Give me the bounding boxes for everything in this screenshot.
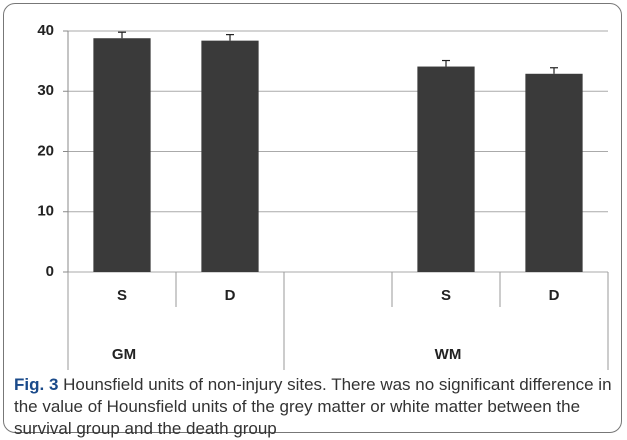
caption-label: Fig. 3: [14, 375, 59, 394]
y-tick-label: 0: [46, 263, 54, 280]
x-tick-label: S: [117, 287, 127, 304]
bar: [93, 38, 151, 273]
y-tick-label: 30: [37, 82, 54, 99]
y-tick-label: 20: [37, 142, 54, 159]
bar: [525, 73, 583, 272]
caption-text: Hounsfield units of non-injury sites. Th…: [14, 375, 612, 438]
x-tick-label: D: [225, 287, 236, 304]
y-tick-label: 40: [37, 22, 54, 39]
group-label: GM: [112, 346, 136, 363]
caption: Fig. 3 Hounsfield units of non-injury si…: [14, 374, 612, 440]
bar: [417, 66, 475, 272]
x-tick-label: S: [441, 287, 451, 304]
figure-frame: [3, 3, 622, 433]
bar: [201, 40, 259, 272]
x-tick-label: D: [549, 287, 560, 304]
y-tick-label: 10: [37, 203, 54, 220]
group-label: WM: [435, 346, 462, 363]
